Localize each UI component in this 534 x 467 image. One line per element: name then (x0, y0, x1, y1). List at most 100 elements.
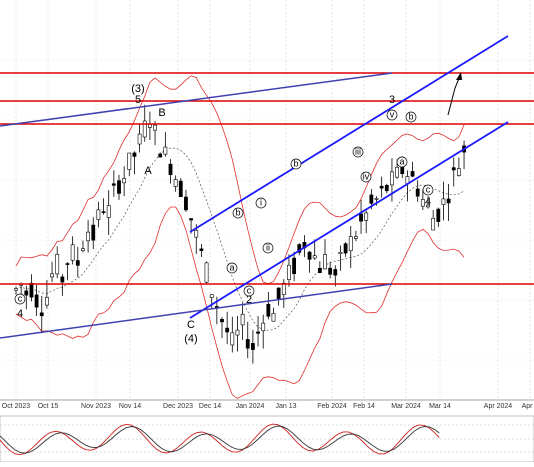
candle-body (91, 224, 96, 241)
candle-body (364, 212, 369, 221)
candle-body (168, 163, 173, 176)
wave-label: 4 (425, 196, 431, 208)
wave-label-circle (232, 207, 244, 219)
candle-body (379, 185, 384, 189)
projection-arrow (447, 72, 462, 116)
candle-body (384, 185, 389, 192)
wave-label: b (293, 159, 298, 169)
candle-body (117, 180, 121, 194)
candle-body (235, 329, 240, 336)
wave-label: (4) (184, 333, 197, 345)
candle-body (122, 178, 127, 184)
candle-body (132, 152, 137, 157)
wave-label-circle (262, 242, 274, 254)
trend-line (189, 35, 509, 233)
candle-body (359, 213, 363, 222)
wave-label: a (229, 263, 234, 273)
candle-body (194, 229, 199, 238)
trend-lines (0, 35, 509, 339)
candle-body (189, 218, 194, 221)
candle-body (323, 254, 327, 270)
candle-body (317, 267, 322, 273)
candle-body (333, 269, 338, 276)
candle-body (204, 262, 209, 283)
bollinger-lower (15, 206, 465, 399)
oscillator-panel (0, 415, 534, 463)
x-tick-label: Jan 13 (275, 403, 296, 410)
wave-label: i (260, 198, 262, 208)
candle-body (173, 179, 178, 187)
candle-body (101, 211, 106, 213)
candle-body (451, 167, 456, 171)
x-tick-label: Feb 14 (353, 403, 375, 410)
candle-body (55, 254, 60, 275)
x-tick-label: Dec 14 (199, 403, 221, 410)
candle-body (44, 297, 49, 306)
candle-body (111, 183, 116, 186)
x-tick-label: Dec 2023 (163, 403, 193, 410)
candle-body (50, 273, 54, 278)
candle-body (39, 312, 44, 317)
candle-body (251, 343, 255, 350)
x-tick-label: Feb 2024 (317, 403, 347, 410)
x-tick-label: Mar 2024 (391, 403, 421, 410)
wave-label: b (235, 208, 240, 218)
wave-label: (3) (131, 83, 144, 95)
candle-body (34, 294, 39, 308)
candle-body (287, 264, 291, 280)
candle-body (446, 198, 451, 204)
grid (0, 0, 534, 401)
x-tick-label: Jan 2024 (236, 403, 265, 410)
wave-label-circle (290, 158, 302, 170)
wave-label-circle (255, 197, 267, 209)
candle-body (420, 199, 425, 207)
wave-label-circle (352, 146, 364, 158)
candle-body (374, 198, 379, 200)
x-tick-label: Mar 14 (429, 403, 451, 410)
candle-body (199, 248, 204, 251)
candle-body (343, 243, 348, 254)
wave-label: 2 (246, 294, 252, 306)
wave-label: ii (266, 243, 270, 253)
candle-body (328, 267, 333, 275)
candle-body (14, 288, 18, 291)
candle-body (276, 287, 281, 299)
candle-body (127, 152, 132, 170)
candle-body (230, 332, 235, 346)
wave-label-circle (386, 109, 398, 121)
wave-label-circle (226, 262, 238, 274)
wave-label: v (390, 110, 395, 120)
bollinger-upper (15, 75, 465, 285)
candle-body (220, 319, 224, 323)
candle-body (106, 205, 111, 218)
candle-body (456, 168, 461, 176)
wave-label-circle (405, 111, 417, 123)
candle-body (81, 248, 85, 252)
wave-label: c (247, 286, 252, 296)
wave-label: B (158, 107, 165, 119)
wave-label: b (408, 112, 413, 122)
oscillator-line-slow (0, 425, 440, 454)
candle-body (209, 294, 214, 298)
candle-body (158, 153, 163, 158)
candle-body (312, 255, 317, 259)
candle-body (184, 196, 188, 211)
candle-body (353, 236, 358, 239)
candle-body (338, 251, 343, 255)
x-tick-label: Nov 2023 (81, 403, 111, 410)
candle-body (60, 276, 65, 283)
candle-body (395, 166, 400, 178)
candle-body (75, 260, 80, 266)
trend-line (189, 121, 509, 319)
candle-body (65, 263, 70, 265)
candle-body (410, 171, 415, 177)
x-axis: Oct 2023 Oct 15 Nov 2023 Nov 14 Dec 2023 Dec … (2, 403, 534, 410)
wave-label: A (144, 165, 152, 177)
wave-label: c (18, 294, 23, 304)
candle-body (96, 209, 101, 220)
wave-label: 4 (17, 308, 23, 320)
candle-body (163, 146, 168, 155)
candle-body (24, 290, 29, 296)
